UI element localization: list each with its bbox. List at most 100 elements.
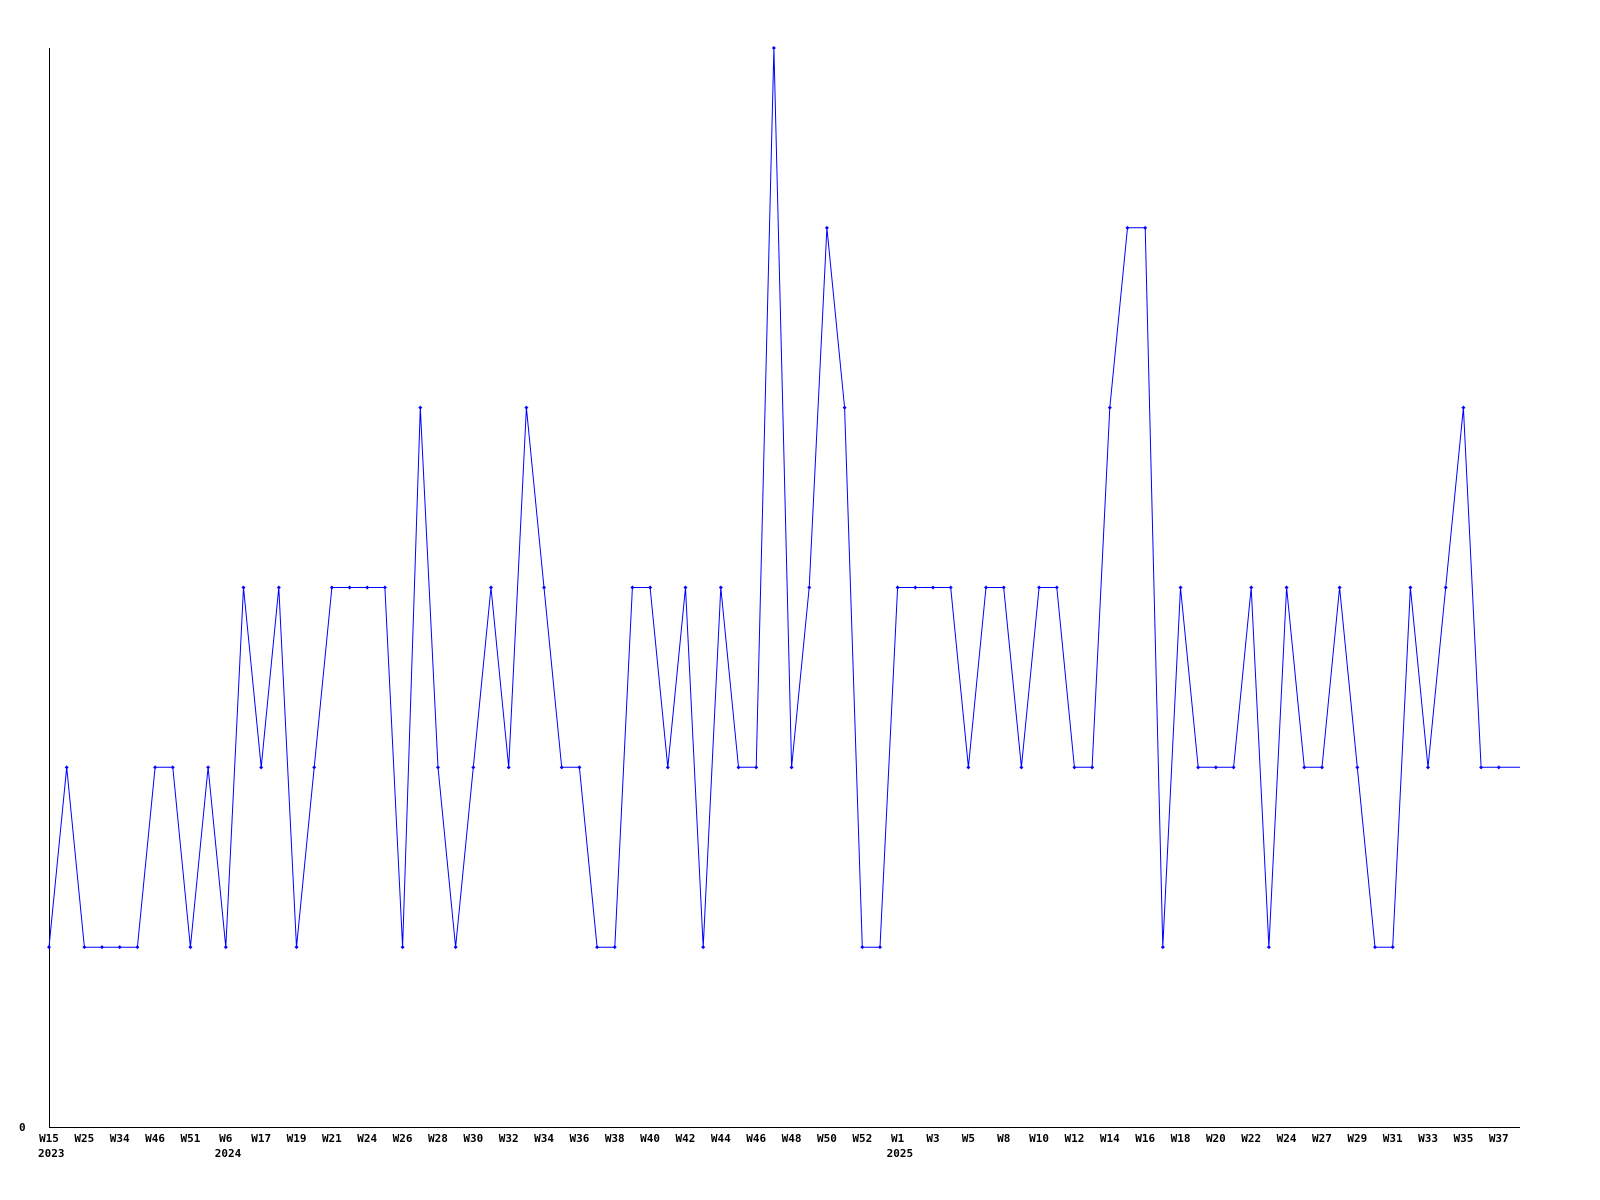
x-tick-label: W38 bbox=[605, 1132, 625, 1145]
x-tick-label: W46 bbox=[145, 1132, 165, 1145]
x-tick-label: W17 bbox=[251, 1132, 271, 1145]
x-tick-label: W5 bbox=[962, 1132, 975, 1145]
data-point bbox=[771, 46, 776, 50]
data-point bbox=[1054, 585, 1059, 590]
data-point bbox=[153, 765, 158, 770]
x-tick-label: W25 bbox=[74, 1132, 94, 1145]
data-point bbox=[1019, 765, 1024, 770]
data-point bbox=[1302, 765, 1307, 770]
data-point bbox=[188, 945, 193, 950]
data-point bbox=[206, 765, 211, 770]
data-point bbox=[1443, 585, 1448, 590]
x-tick-label: W44 bbox=[711, 1132, 731, 1145]
data-point bbox=[170, 765, 175, 770]
x-tick-label: W46 bbox=[746, 1132, 766, 1145]
data-point bbox=[506, 765, 511, 770]
data-point bbox=[1125, 225, 1130, 230]
data-point bbox=[294, 945, 299, 950]
data-point bbox=[453, 945, 458, 950]
data-point bbox=[789, 765, 794, 770]
x-tick-label: W22 bbox=[1241, 1132, 1261, 1145]
data-point bbox=[577, 765, 582, 770]
data-point bbox=[630, 585, 635, 590]
data-point bbox=[135, 945, 140, 950]
year-label: 2023 bbox=[38, 1147, 65, 1160]
data-point bbox=[860, 945, 865, 950]
data-point bbox=[329, 585, 334, 590]
data-point bbox=[701, 945, 706, 950]
data-point bbox=[807, 585, 812, 590]
data-point bbox=[1390, 945, 1395, 950]
data-point bbox=[665, 765, 670, 770]
x-tick-label: W12 bbox=[1065, 1132, 1085, 1145]
data-point bbox=[241, 585, 246, 590]
x-tick-label: W1 bbox=[891, 1132, 905, 1145]
data-point bbox=[736, 765, 741, 770]
data-point bbox=[1408, 585, 1413, 590]
data-point bbox=[612, 945, 617, 950]
data-point bbox=[948, 585, 953, 590]
data-point bbox=[1196, 765, 1201, 770]
data-point bbox=[1319, 765, 1324, 770]
data-point bbox=[1426, 765, 1431, 770]
x-tick-label: W29 bbox=[1347, 1132, 1367, 1145]
x-tick-label: W24 bbox=[1277, 1132, 1297, 1145]
x-tick-label: W26 bbox=[393, 1132, 413, 1145]
x-tick-label: W18 bbox=[1171, 1132, 1191, 1145]
data-point bbox=[1143, 225, 1148, 230]
data-point bbox=[1355, 765, 1360, 770]
x-tick-label: W51 bbox=[181, 1132, 201, 1145]
y-tick-label-0: 0 bbox=[19, 1121, 26, 1134]
data-point bbox=[913, 585, 918, 590]
data-point bbox=[1461, 405, 1466, 410]
x-tick-label: W31 bbox=[1383, 1132, 1403, 1145]
x-tick-label: W32 bbox=[499, 1132, 519, 1145]
data-point bbox=[1178, 585, 1183, 590]
x-tick-label: W36 bbox=[569, 1132, 589, 1145]
data-point bbox=[1213, 765, 1218, 770]
data-point bbox=[559, 765, 564, 770]
data-point bbox=[418, 405, 423, 410]
data-point bbox=[1284, 585, 1289, 590]
x-tick-label: W33 bbox=[1418, 1132, 1438, 1145]
x-tick-label: W52 bbox=[852, 1132, 872, 1145]
data-point bbox=[524, 405, 529, 410]
data-point bbox=[117, 945, 122, 950]
data-point bbox=[64, 765, 69, 770]
data-point bbox=[382, 585, 387, 590]
x-tick-label: W21 bbox=[322, 1132, 342, 1145]
x-tick-label: W28 bbox=[428, 1132, 448, 1145]
x-tick-label: W42 bbox=[676, 1132, 696, 1145]
data-point bbox=[347, 585, 352, 590]
data-point bbox=[1337, 585, 1342, 590]
x-tick-label: W30 bbox=[463, 1132, 483, 1145]
data-point bbox=[595, 945, 600, 950]
data-point bbox=[824, 225, 829, 230]
x-tick-label: W48 bbox=[782, 1132, 802, 1145]
data-point bbox=[276, 585, 281, 590]
data-point bbox=[312, 765, 317, 770]
data-point bbox=[1231, 765, 1236, 770]
data-point bbox=[648, 585, 653, 590]
data-point bbox=[1479, 765, 1484, 770]
data-point bbox=[1266, 945, 1271, 950]
data-point bbox=[895, 585, 900, 590]
data-point bbox=[223, 945, 228, 950]
x-tick-label: W3 bbox=[926, 1132, 939, 1145]
data-point bbox=[1107, 405, 1112, 410]
data-point bbox=[489, 585, 493, 590]
data-point bbox=[542, 585, 547, 590]
data-point bbox=[1496, 765, 1501, 770]
year-label: 2025 bbox=[887, 1147, 914, 1160]
data-point bbox=[1249, 585, 1254, 590]
x-tick-label: W19 bbox=[287, 1132, 307, 1145]
year-label: 2024 bbox=[215, 1147, 242, 1160]
data-point bbox=[400, 945, 405, 950]
data-point bbox=[365, 585, 370, 590]
data-point bbox=[82, 945, 87, 950]
x-tick-label: W8 bbox=[997, 1132, 1010, 1145]
data-point bbox=[683, 585, 688, 590]
x-tick-label: W10 bbox=[1029, 1132, 1049, 1145]
data-point bbox=[1072, 765, 1077, 770]
